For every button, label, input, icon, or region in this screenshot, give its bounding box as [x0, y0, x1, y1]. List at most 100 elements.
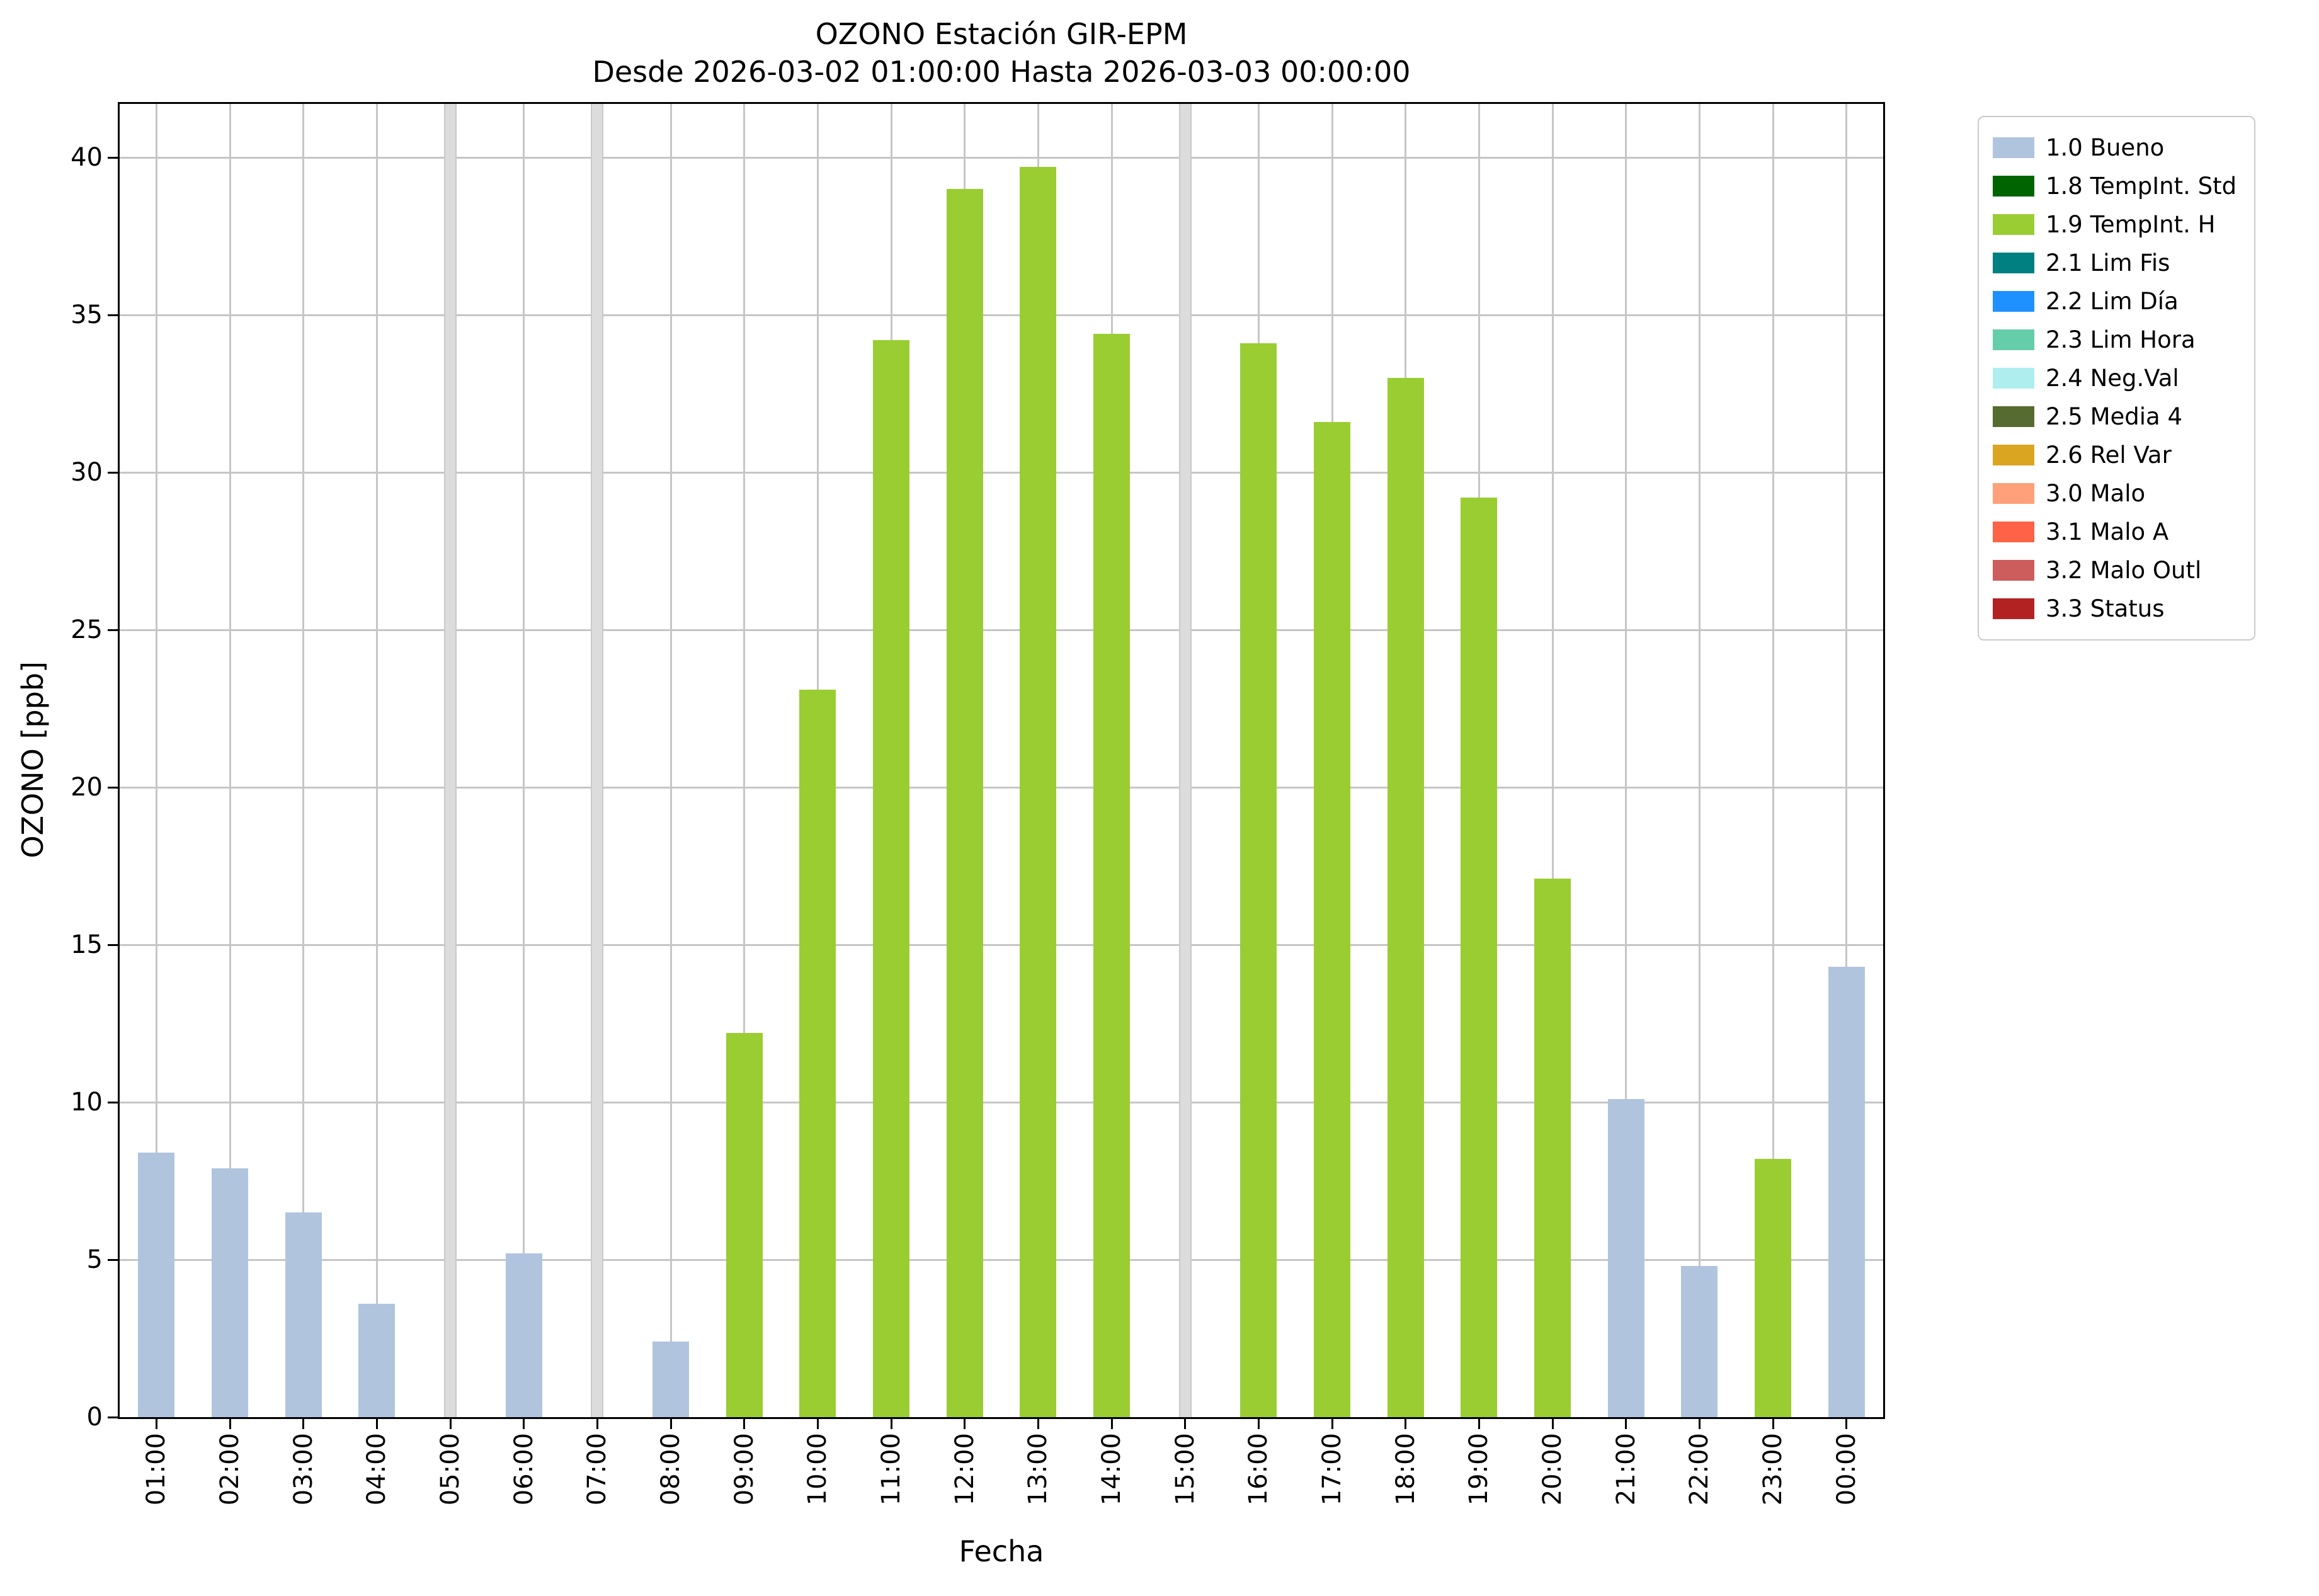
legend-swatch: [1993, 560, 2034, 581]
x-tick-label: 10:00: [803, 1433, 833, 1506]
gridline-vertical: [1845, 104, 1848, 1417]
y-tick-label: 15: [71, 930, 103, 959]
x-tick-mark: [1478, 1419, 1480, 1429]
legend-item-label: 1.0 Bueno: [2046, 134, 2165, 161]
gridline-horizontal: [120, 1101, 1883, 1103]
x-tick-label: 19:00: [1464, 1433, 1494, 1506]
gridline-horizontal: [120, 786, 1883, 789]
x-tick-label: 22:00: [1685, 1433, 1714, 1506]
bar: [726, 1033, 763, 1417]
legend-item: 3.2 Malo Outl: [1993, 551, 2236, 590]
x-tick-mark: [964, 1419, 966, 1429]
bar: [1681, 1266, 1718, 1417]
x-tick-mark: [1845, 1419, 1848, 1429]
y-tick-mark: [108, 156, 118, 159]
missing-data-band: [444, 104, 457, 1417]
legend-swatch: [1993, 483, 2034, 504]
legend-item: 1.0 Bueno: [1993, 128, 2236, 167]
y-tick-mark: [108, 1416, 118, 1418]
x-tick-label: 11:00: [877, 1433, 906, 1506]
gridline-vertical: [229, 104, 231, 1417]
x-tick-label: 06:00: [509, 1433, 538, 1506]
legend-item: 2.3 Lim Hora: [1993, 321, 2236, 359]
y-tick-label: 10: [71, 1088, 103, 1117]
legend-item-label: 1.9 TempInt. H: [2046, 211, 2216, 238]
x-tick-mark: [1110, 1419, 1113, 1429]
x-tick-mark: [375, 1419, 378, 1429]
gridline-vertical: [523, 104, 525, 1417]
legend-item-label: 2.4 Neg.Val: [2046, 365, 2179, 392]
x-tick-label: 05:00: [436, 1433, 465, 1506]
bar: [1093, 334, 1130, 1417]
chart-title: OZONO Estación GIR-EPM: [815, 17, 1188, 51]
bar: [946, 189, 983, 1417]
legend-swatch: [1993, 137, 2034, 158]
bar: [285, 1212, 322, 1417]
legend-swatch: [1993, 598, 2034, 619]
gridline-horizontal: [120, 629, 1883, 631]
legend-item-label: 2.3 Lim Hora: [2046, 326, 2196, 353]
y-tick-label: 0: [86, 1403, 103, 1432]
x-tick-label: 01:00: [142, 1433, 171, 1506]
x-tick-label: 20:00: [1538, 1433, 1567, 1506]
y-tick-label: 5: [86, 1245, 103, 1274]
missing-data-band: [1178, 104, 1192, 1417]
y-tick-label: 30: [71, 458, 103, 487]
legend-item-label: 2.1 Lim Fis: [2046, 249, 2170, 276]
legend-item-label: 2.2 Lim Día: [2046, 288, 2179, 315]
legend-item-label: 3.0 Malo: [2046, 480, 2146, 507]
legend-item: 2.1 Lim Fis: [1993, 244, 2236, 282]
legend-swatch: [1993, 445, 2034, 465]
y-tick-label: 40: [71, 143, 103, 172]
bar: [1387, 378, 1424, 1417]
x-tick-label: 23:00: [1758, 1433, 1787, 1506]
bar: [1240, 343, 1277, 1417]
bar: [1314, 422, 1350, 1417]
x-tick-mark: [1405, 1419, 1407, 1429]
gridline-vertical: [375, 104, 378, 1417]
bar: [1607, 1099, 1644, 1417]
bar: [358, 1304, 396, 1417]
gridline-vertical: [1551, 104, 1554, 1417]
x-tick-mark: [743, 1419, 746, 1429]
legend-swatch: [1993, 522, 2034, 542]
bar: [799, 690, 836, 1417]
x-tick-mark: [1184, 1419, 1187, 1429]
bar: [1534, 879, 1571, 1417]
x-tick-mark: [669, 1419, 672, 1429]
legend-swatch: [1993, 291, 2034, 312]
chart-subtitle: Desde 2026-03-02 01:00:00 Hasta 2026-03-…: [592, 55, 1411, 89]
x-tick-label: 15:00: [1170, 1433, 1200, 1506]
x-tick-mark: [596, 1419, 598, 1429]
gridline-vertical: [155, 104, 157, 1417]
legend-item: 1.9 TempInt. H: [1993, 205, 2236, 244]
legend-item-label: 3.3 Status: [2046, 595, 2165, 622]
bar: [1020, 167, 1057, 1417]
x-tick-mark: [816, 1419, 819, 1429]
legend-item-label: 2.5 Media 4: [2046, 403, 2183, 430]
legend-item-label: 3.2 Malo Outl: [2046, 557, 2202, 584]
legend-item: 3.0 Malo: [1993, 474, 2236, 513]
legend-swatch: [1993, 214, 2034, 235]
legend-item: 2.2 Lim Día: [1993, 282, 2236, 321]
x-tick-label: 12:00: [950, 1433, 979, 1506]
bar: [1461, 498, 1498, 1417]
x-tick-label: 17:00: [1318, 1433, 1347, 1506]
x-tick-label: 09:00: [729, 1433, 759, 1506]
x-tick-mark: [449, 1419, 452, 1429]
x-tick-mark: [1257, 1419, 1260, 1429]
legend-item: 3.1 Malo A: [1993, 513, 2236, 551]
y-axis-label: OZONO [ppb]: [16, 661, 50, 858]
y-tick-mark: [108, 314, 118, 316]
legend-item-label: 3.1 Malo A: [2046, 518, 2169, 545]
gridline-vertical: [1772, 104, 1774, 1417]
missing-data-band: [591, 104, 604, 1417]
gridline-vertical: [1625, 104, 1627, 1417]
x-tick-mark: [155, 1419, 157, 1429]
legend-swatch: [1993, 253, 2034, 273]
x-tick-label: 00:00: [1832, 1433, 1861, 1506]
x-tick-mark: [1037, 1419, 1039, 1429]
y-tick-label: 35: [71, 300, 103, 329]
y-tick-mark: [108, 629, 118, 631]
gridline-horizontal: [120, 943, 1883, 946]
